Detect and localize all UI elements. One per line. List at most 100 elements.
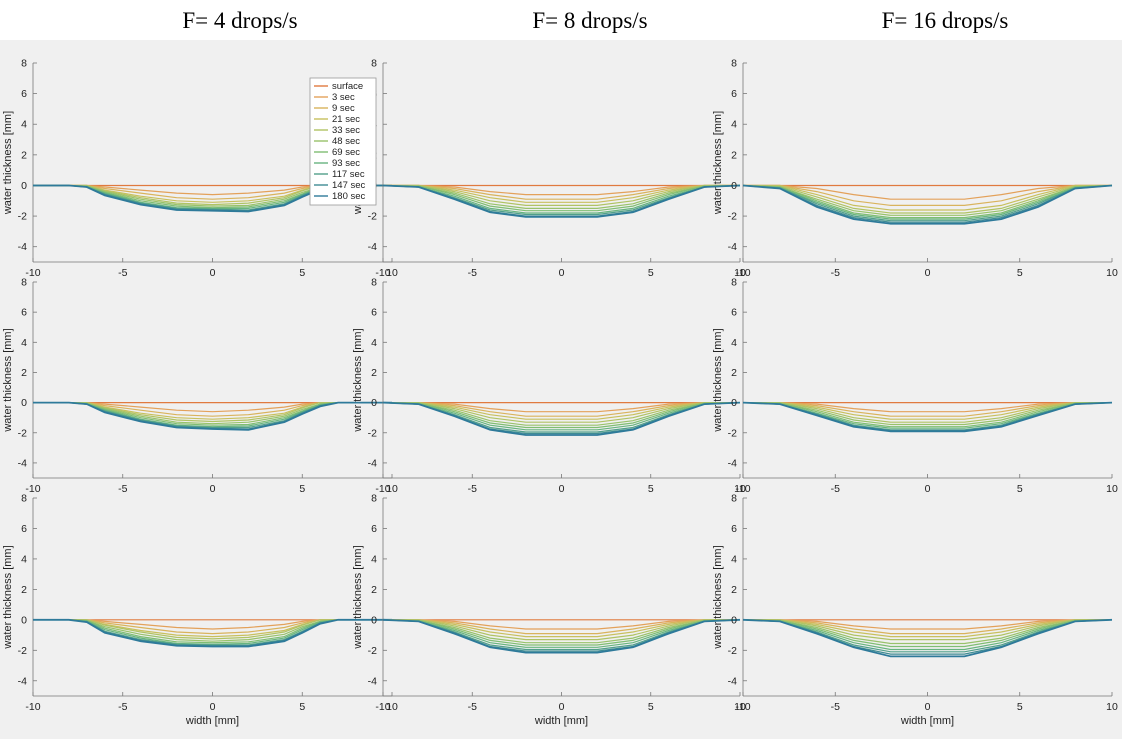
legend-entry: 48 sec [332, 136, 360, 147]
y-tick-label: 8 [371, 493, 377, 505]
y-tick-label: 2 [371, 367, 377, 379]
series-line [382, 619, 741, 646]
x-tick-label: 0 [210, 701, 216, 713]
column-title-1: F= 4 drops/s [182, 8, 297, 33]
panel-r2-c2: -4 -2 0 2 4 6 8 -10 -5 0 5 10 water thickness [mm] [352, 277, 746, 496]
series-line [742, 619, 1113, 645]
series-line [743, 619, 1112, 638]
series-line [743, 184, 1112, 206]
x-tick-label: -5 [118, 701, 127, 713]
y-tick-label: 0 [21, 614, 27, 626]
series-line [742, 184, 1113, 219]
series-line [383, 184, 740, 203]
x-tick-label: 5 [648, 701, 654, 713]
series-line [382, 618, 741, 654]
series-line [742, 184, 1113, 216]
column-title-2: F= 8 drops/s [532, 8, 647, 33]
series-line [383, 184, 740, 196]
series-line [743, 184, 1112, 211]
y-tick-label: 0 [731, 397, 737, 409]
y-tick-label: -2 [368, 427, 377, 439]
x-tick-label: -5 [831, 267, 840, 279]
y-tick-label: 4 [21, 119, 27, 131]
series-line [742, 184, 1113, 222]
y-axis-label: water thickness [mm] [2, 328, 14, 432]
x-tick-label: 0 [559, 701, 565, 713]
y-tick-label: 6 [731, 307, 737, 319]
y-tick-label: 4 [21, 553, 27, 565]
series-line [383, 402, 740, 417]
x-tick-label: 10 [734, 483, 746, 495]
y-tick-label: 8 [21, 493, 27, 505]
legend-entry: 93 sec [332, 158, 360, 169]
y-tick-label: 0 [731, 180, 737, 192]
y-tick-label: -2 [18, 645, 27, 657]
x-tick-label: 0 [925, 483, 931, 495]
x-tick-label: 0 [925, 701, 931, 713]
series-line [743, 619, 1112, 641]
y-tick-label: 4 [21, 337, 27, 349]
x-tick-label: 5 [1017, 267, 1023, 279]
series-line [742, 184, 1113, 225]
y-tick-label: 8 [731, 493, 737, 505]
series-line [382, 184, 741, 214]
series-line [382, 184, 741, 212]
y-tick-label: 8 [731, 58, 737, 70]
legend-entry: 69 sec [332, 147, 360, 158]
series-line [742, 618, 1113, 658]
legend-entry: surface [332, 81, 363, 92]
y-axis-label: water thickness [mm] [712, 545, 724, 649]
legend-entry: 9 sec [332, 103, 355, 114]
y-tick-label: 6 [731, 523, 737, 535]
y-axis-label: water thickness [mm] [712, 111, 724, 215]
panel-r2-c1: -4 -2 0 2 4 6 8 -10 -5 0 5 10 water thickness [mm] [2, 277, 398, 496]
legend-entry: 33 sec [332, 125, 360, 136]
series-line [743, 402, 1112, 417]
y-tick-label: -4 [368, 457, 377, 469]
series-line [383, 402, 740, 413]
series-line [33, 401, 392, 431]
y-tick-label: 2 [21, 367, 27, 379]
x-tick-label: 0 [925, 267, 931, 279]
y-tick-label: -4 [18, 241, 27, 253]
x-tick-label: 10 [386, 701, 398, 713]
y-tick-label: 2 [21, 149, 27, 161]
y-axis-label: water thickness [mm] [2, 111, 14, 215]
y-tick-label: 8 [21, 277, 27, 289]
y-tick-label: 0 [371, 614, 377, 626]
series-line [383, 619, 740, 635]
y-tick-label: 6 [371, 523, 377, 535]
series-line [383, 619, 740, 641]
x-tick-label: 10 [1106, 701, 1118, 713]
series-line [382, 402, 741, 429]
y-tick-label: -4 [18, 675, 27, 687]
x-tick-label: 5 [648, 483, 654, 495]
series-line [742, 402, 1113, 428]
x-tick-label: 0 [559, 483, 565, 495]
series-line [382, 619, 741, 648]
series-line [383, 184, 740, 206]
y-tick-label: -4 [18, 457, 27, 469]
y-tick-label: 8 [731, 277, 737, 289]
series-line [743, 619, 1112, 630]
y-tick-label: 8 [371, 58, 377, 70]
y-tick-label: -4 [368, 675, 377, 687]
figure-background [0, 40, 1122, 739]
y-tick-label: 4 [731, 119, 737, 131]
x-tick-label: -10 [735, 701, 750, 713]
series-line [382, 402, 741, 431]
x-tick-label: 5 [299, 267, 305, 279]
series-line [743, 184, 1112, 200]
series-line [743, 402, 1112, 423]
series-line [742, 402, 1113, 426]
y-axis-label: water thickness [mm] [352, 545, 364, 649]
x-tick-label: 5 [1017, 483, 1023, 495]
y-tick-label: -2 [368, 211, 377, 223]
y-tick-label: 4 [731, 337, 737, 349]
y-tick-label: -2 [368, 645, 377, 657]
x-tick-label: 5 [299, 701, 305, 713]
y-tick-label: -2 [18, 427, 27, 439]
x-tick-label: -10 [375, 483, 390, 495]
